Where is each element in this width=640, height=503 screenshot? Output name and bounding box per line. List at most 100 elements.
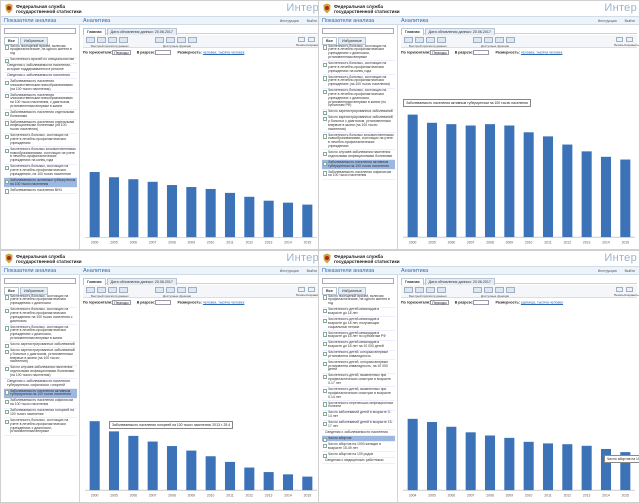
tree-item[interactable]: Численность больных злокачественными нов…	[322, 133, 395, 151]
chart-bar[interactable]	[205, 188, 216, 238]
logout-link[interactable]: Выйти	[306, 19, 317, 23]
tree-item[interactable]: Численность детей-инвалидов в возрасте д…	[322, 331, 395, 341]
tree-item[interactable]: Численность больных, состоящих на учете …	[322, 75, 395, 89]
vertical-select[interactable]	[473, 50, 490, 55]
map-view-button[interactable]	[177, 287, 186, 293]
tree-item[interactable]: Численность детей, которым впервые устан…	[322, 360, 395, 374]
tree-item[interactable]: Число посещений врачей, включая профилак…	[322, 294, 395, 308]
bar-chart-button[interactable]	[155, 287, 164, 293]
tree-item[interactable]: Численность детей-инвалидов в возрасте д…	[322, 317, 395, 331]
chart-bar[interactable]	[244, 467, 255, 491]
chart-bar[interactable]	[282, 202, 294, 238]
tree-item[interactable]: Число заболеваний детей в возрасте 15-17…	[322, 420, 395, 431]
chart-bar[interactable]	[224, 461, 236, 491]
chart-bar[interactable]	[186, 450, 197, 491]
dimension-link[interactable]: человек, тысяча человек	[202, 300, 245, 305]
table-view-button[interactable]	[404, 287, 413, 293]
tree-item[interactable]: Численность больных, состоящих на учете …	[4, 164, 77, 179]
chart-bar[interactable]	[244, 196, 255, 238]
tab-all[interactable]: Все	[322, 287, 337, 295]
chart-settings-button[interactable]	[97, 287, 106, 293]
tree-item[interactable]: Численность детей-инвалидов в возрасте д…	[322, 340, 395, 351]
table-view-button[interactable]	[86, 287, 95, 293]
line-chart-button[interactable]	[166, 37, 175, 43]
bar-chart-button[interactable]	[155, 37, 164, 43]
tree-item[interactable]: Число зарегистрированных заболеваний у б…	[4, 348, 77, 366]
tree-item[interactable]: Число зарегистрированных заболеваний	[4, 342, 77, 349]
chart-bar[interactable]	[446, 124, 457, 238]
logout-link[interactable]: Выйти	[624, 19, 635, 23]
tree-item[interactable]: Численность детей-инвалидов в возрасте д…	[322, 307, 395, 318]
tree-item[interactable]: Число абортов на 1000 женщин в возрасте …	[322, 442, 395, 453]
tree-item[interactable]: Численность детей, выявленных при профил…	[322, 374, 395, 388]
vertical-select[interactable]	[155, 300, 172, 305]
chart-bar[interactable]	[523, 132, 534, 238]
chart-bar[interactable]	[147, 181, 158, 238]
pie-chart-button[interactable]	[506, 287, 515, 293]
tree-item[interactable]: Заболеваемость населения гонореей на 100…	[4, 408, 77, 419]
print-icon[interactable]	[298, 37, 305, 42]
tree-item[interactable]: Число зарегистрированных заболеваний	[322, 109, 395, 116]
dimension-link[interactable]: человек, тысяча человек	[202, 50, 245, 55]
chart-bar[interactable]	[302, 204, 313, 238]
tab-favorites[interactable]: Избранные	[19, 37, 48, 45]
save-icon[interactable]	[626, 287, 633, 292]
chart-bar[interactable]	[620, 452, 631, 491]
map-view-button[interactable]	[177, 37, 186, 43]
chart-bar[interactable]	[504, 437, 515, 491]
map-view-button[interactable]	[495, 37, 504, 43]
chart-bar[interactable]	[465, 125, 476, 238]
vertical-select[interactable]	[473, 300, 490, 305]
refresh-button[interactable]	[426, 287, 435, 293]
bar-chart-button[interactable]	[473, 287, 482, 293]
chart-bar[interactable]	[600, 448, 612, 491]
tree-section[interactable]: Сведения о медицинских работниках	[322, 458, 395, 465]
tree-item[interactable]: Заболеваемость населения отдельными боле…	[4, 110, 77, 121]
chart-bar[interactable]	[108, 431, 120, 491]
tree-item[interactable]: Численность больных, состоящих на учете …	[4, 294, 77, 308]
chart-settings-button[interactable]	[97, 37, 106, 43]
chart-bar[interactable]	[128, 435, 139, 491]
chart-bar[interactable]	[407, 114, 418, 238]
chart-bar[interactable]	[263, 472, 274, 491]
map-view-button[interactable]	[495, 287, 504, 293]
tree-item[interactable]: Число случаев заболевания населения отде…	[4, 365, 77, 380]
table-view-button[interactable]	[404, 37, 413, 43]
tab-all[interactable]: Все	[4, 37, 19, 45]
tree-item[interactable]: Заболеваемость населения активным туберк…	[322, 160, 395, 170]
chart-settings-button[interactable]	[415, 37, 424, 43]
chart-bar[interactable]	[504, 125, 515, 238]
tree-section[interactable]: Сведения о заболеваемости населения, кот…	[4, 63, 77, 74]
chart-bar[interactable]	[282, 474, 294, 491]
chart-bar[interactable]	[542, 136, 554, 238]
chart-bar[interactable]	[426, 422, 438, 491]
print-icon[interactable]	[298, 287, 305, 292]
tree-item[interactable]: Число посещений врачей, включая профилак…	[4, 44, 77, 58]
chart-bar[interactable]	[205, 456, 216, 491]
back-button[interactable]	[437, 37, 446, 43]
chart-bar[interactable]	[147, 441, 158, 491]
chart-bar[interactable]	[89, 421, 100, 491]
chart-bar[interactable]	[562, 144, 573, 238]
pie-chart-button[interactable]	[188, 287, 197, 293]
horizontal-select[interactable]: Периоды	[430, 50, 449, 55]
tree-item[interactable]: Заболеваемость населения отдельными инфе…	[4, 120, 77, 134]
dimension-link[interactable]: человек, тысяча человек	[520, 50, 563, 55]
tree-item[interactable]: Заболеваемость населения активным туберк…	[4, 389, 77, 399]
tree-item[interactable]: Численность больных злокачественными нов…	[4, 147, 77, 165]
tree-item[interactable]: Численность больных, состоящих на учете …	[322, 44, 395, 62]
tree-item[interactable]: Численность детей, выявленных при профил…	[322, 387, 395, 402]
tree-item[interactable]: Численность врачей по специальностям	[4, 57, 77, 64]
horizontal-select[interactable]: Периоды	[430, 300, 449, 305]
tree-item[interactable]: Число абортов на 100 родов	[322, 452, 395, 459]
save-icon[interactable]	[308, 287, 315, 292]
search-input[interactable]	[322, 28, 394, 34]
line-chart-button[interactable]	[166, 287, 175, 293]
tab-favorites[interactable]: Избранные	[19, 287, 48, 295]
back-button[interactable]	[119, 37, 128, 43]
chart-bar[interactable]	[263, 200, 274, 238]
chart-bar[interactable]	[407, 418, 418, 491]
instruction-link[interactable]: Инструкция	[279, 269, 299, 273]
chart-bar[interactable]	[166, 185, 178, 238]
chart-bar[interactable]	[484, 124, 496, 238]
